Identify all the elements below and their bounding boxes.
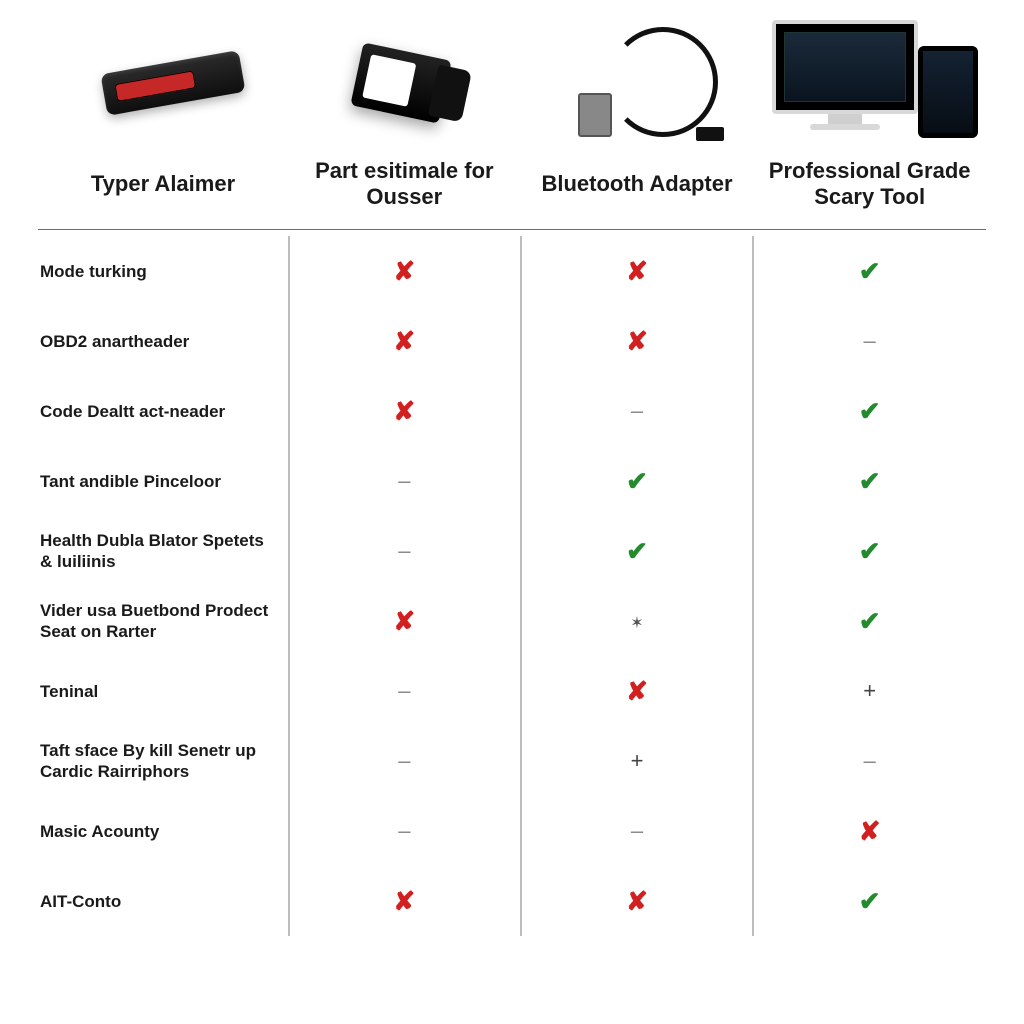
feature-label: Taft sface By kill Senetr up Cardic Rair… <box>38 740 288 783</box>
feature-mark: ✔ <box>521 536 754 567</box>
feature-label: Teninal <box>38 681 288 702</box>
table-row: Health Dubla Blator Spetets & luiliinis–… <box>38 516 986 586</box>
table-body: Mode turking✘✘✔OBD2 anartheader✘✘–Code D… <box>38 236 986 936</box>
feature-mark: ✘ <box>288 256 521 287</box>
feature-mark: ✘ <box>521 256 754 287</box>
feature-mark: ✔ <box>753 886 986 917</box>
feature-label: Mode turking <box>38 261 288 282</box>
feature-mark: – <box>753 327 986 355</box>
table-row: OBD2 anartheader✘✘– <box>38 306 986 376</box>
product-image-3 <box>524 18 754 148</box>
feature-mark: ✔ <box>753 396 986 427</box>
feature-label: Code Dealtt act-neader <box>38 401 288 422</box>
table-row: Code Dealtt act-neader✘–✔ <box>38 376 986 446</box>
feature-mark: – <box>288 677 521 705</box>
table-header: Typer Alaimer Part esitimale for Ousser … <box>38 148 986 229</box>
feature-mark: ✔ <box>753 606 986 637</box>
table-row: Masic Acounty––✘ <box>38 796 986 866</box>
product-image-2 <box>296 18 506 148</box>
feature-mark: – <box>521 817 754 845</box>
feature-mark: ✘ <box>288 326 521 357</box>
feature-mark: ✘ <box>288 886 521 917</box>
column-header-feature: Typer Alaimer <box>38 171 288 197</box>
feature-mark: ✔ <box>753 466 986 497</box>
column-header-1: Part esitimale for Ousser <box>288 158 521 211</box>
table-row: Vider usa Buetbond Prodect Seat on Rarte… <box>38 586 986 656</box>
table-row: AIT-Conto✘✘✔ <box>38 866 986 936</box>
feature-mark: ✘ <box>521 326 754 357</box>
feature-mark: ✘ <box>753 816 986 847</box>
column-header-3: Professional Grade Scary Tool <box>753 158 986 211</box>
feature-mark: – <box>521 397 754 425</box>
feature-mark: ✔ <box>753 536 986 567</box>
feature-mark: ✘ <box>521 886 754 917</box>
feature-label: Tant andible Pinceloor <box>38 471 288 492</box>
feature-mark: – <box>288 467 521 495</box>
feature-mark: + <box>753 677 986 705</box>
header-divider <box>38 229 986 231</box>
column-divider <box>288 236 290 936</box>
table-row: Taft sface By kill Senetr up Cardic Rair… <box>38 726 986 796</box>
table-row: Tant andible Pinceloor–✔✔ <box>38 446 986 516</box>
feature-label: AIT-Conto <box>38 891 288 912</box>
feature-mark: ✔ <box>753 256 986 287</box>
feature-label: Masic Acounty <box>38 821 288 842</box>
column-header-2: Bluetooth Adapter <box>521 171 754 197</box>
feature-mark: ✶ <box>521 607 754 635</box>
feature-mark: + <box>521 747 754 775</box>
feature-mark: ✘ <box>288 396 521 427</box>
feature-mark: ✘ <box>521 676 754 707</box>
feature-mark: – <box>288 817 521 845</box>
product-image-4 <box>772 18 982 148</box>
feature-label: OBD2 anartheader <box>38 331 288 352</box>
column-divider <box>752 236 754 936</box>
feature-mark: – <box>288 747 521 775</box>
feature-label: Health Dubla Blator Spetets & luiliinis <box>38 530 288 573</box>
column-divider <box>520 236 522 936</box>
feature-mark: ✘ <box>288 606 521 637</box>
feature-mark: – <box>288 537 521 565</box>
table-row: Teninal–✘+ <box>38 656 986 726</box>
product-images-row <box>38 18 986 148</box>
feature-label: Vider usa Buetbond Prodect Seat on Rarte… <box>38 600 288 643</box>
table-row: Mode turking✘✘✔ <box>38 236 986 306</box>
feature-mark: – <box>753 747 986 775</box>
feature-mark: ✔ <box>521 466 754 497</box>
product-image-1 <box>68 18 278 148</box>
